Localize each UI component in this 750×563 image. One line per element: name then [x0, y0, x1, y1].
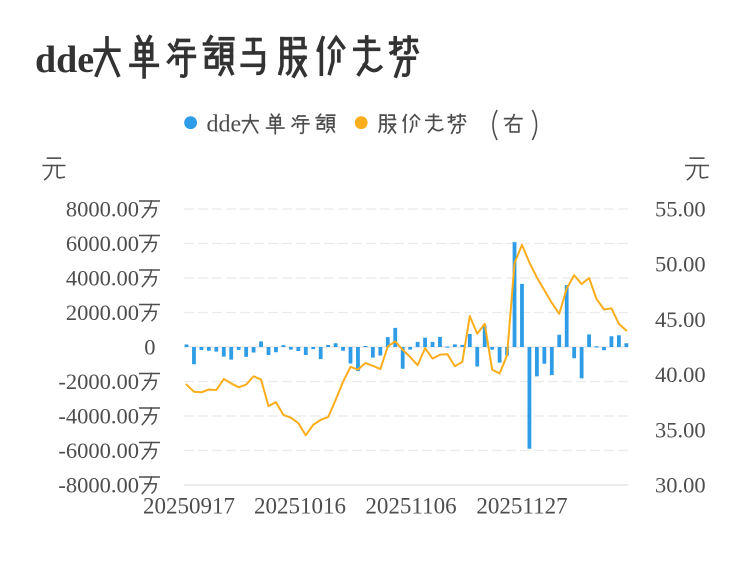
svg-text:35.00: 35.00	[655, 417, 706, 442]
svg-text:30.00: 30.00	[655, 473, 706, 498]
svg-text:20251106: 20251106	[365, 494, 456, 519]
svg-text:-6000.00: -6000.00	[58, 438, 139, 463]
svg-text:40.00: 40.00	[655, 362, 706, 387]
svg-text:20250917: 20250917	[143, 494, 235, 519]
svg-text:2000.00: 2000.00	[66, 300, 139, 325]
svg-text:20251127: 20251127	[476, 494, 567, 519]
svg-text:8000.00: 8000.00	[66, 197, 139, 222]
svg-text:6000.00: 6000.00	[66, 231, 139, 256]
svg-text:4000.00: 4000.00	[66, 266, 139, 291]
svg-text:55.00: 55.00	[655, 197, 706, 222]
svg-text:-2000.00: -2000.00	[58, 369, 139, 394]
svg-text:-8000.00: -8000.00	[58, 473, 139, 498]
svg-text:50.00: 50.00	[655, 252, 706, 277]
svg-text:0: 0	[144, 335, 155, 360]
svg-text:dde: dde	[207, 112, 242, 138]
svg-text:dde: dde	[35, 39, 94, 81]
svg-text:45.00: 45.00	[655, 307, 706, 332]
svg-text:20251016: 20251016	[254, 494, 346, 519]
svg-text:-4000.00: -4000.00	[58, 404, 139, 429]
